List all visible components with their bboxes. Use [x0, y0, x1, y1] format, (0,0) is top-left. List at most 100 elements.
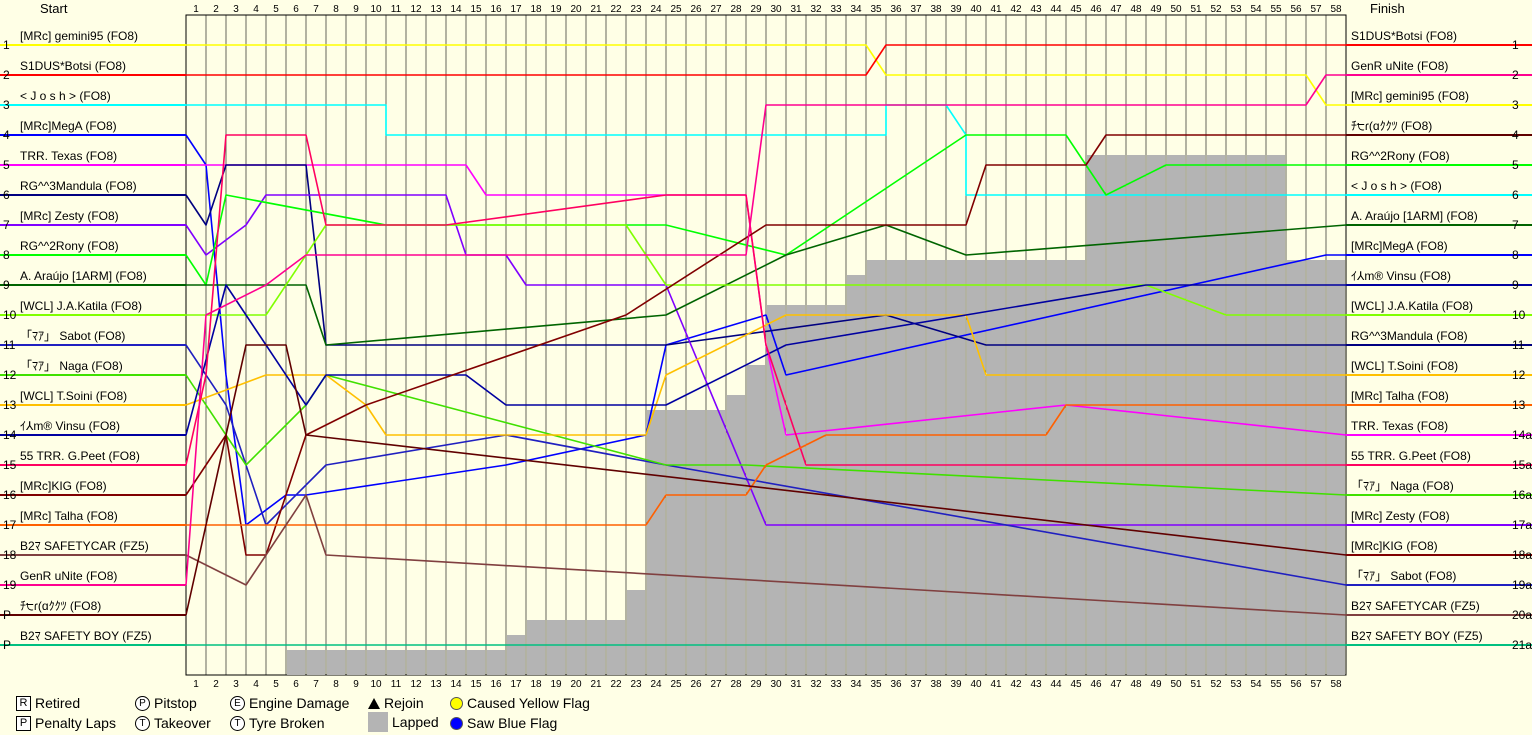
lap-number-top: 25	[670, 4, 682, 15]
start-position-number: 12	[3, 368, 17, 382]
lapped-bar	[607, 620, 625, 675]
start-driver-name: [MRc] Zesty (FO8)	[20, 209, 119, 223]
lapped-bar	[367, 650, 385, 675]
lapped-bar	[927, 260, 945, 675]
lapped-bar	[867, 260, 885, 675]
start-driver-name: A. Araújo [1ARM] (FO8)	[20, 269, 147, 283]
lapped-bar	[787, 305, 805, 675]
finish-driver-name: ﾁ੮ɾ(ɑｸｸﾂ (FO8)	[1351, 119, 1432, 133]
driver-position-line	[185, 314, 1346, 436]
start-position-number: P	[3, 638, 11, 652]
start-driver-name: S1DUS*Botsi (FO8)	[20, 59, 126, 73]
lap-number-top: 30	[770, 4, 782, 15]
start-driver-name: ﾁ੮ɾ(ɑｸｸﾂ (FO8)	[20, 599, 101, 613]
finish-position-number: 10	[1512, 308, 1526, 322]
lap-number-bottom: 38	[930, 679, 942, 690]
legend-blue-flag: Saw Blue Flag	[450, 715, 557, 731]
finish-position-number: 21a	[1512, 638, 1532, 652]
lap-number-top: 2	[213, 4, 219, 15]
finish-position-number: 15a	[1512, 458, 1532, 472]
lapped-bar	[507, 635, 525, 675]
legend-engine-damage-label: Engine Damage	[249, 695, 350, 711]
lap-number-top: 13	[430, 4, 442, 15]
start-position-number: P	[3, 608, 11, 622]
lapped-bar	[387, 650, 405, 675]
legend-takeover-label: Takeover	[154, 715, 211, 731]
legend-blue-flag-label: Saw Blue Flag	[467, 715, 558, 731]
lap-number-top: 37	[910, 4, 922, 15]
tyre-broken-symbol: T	[230, 715, 245, 731]
start-driver-name: RG^^2Rony (FO8)	[20, 239, 119, 253]
lap-number-bottom: 44	[1050, 679, 1062, 690]
lapped-bar	[667, 410, 685, 675]
driver-position-line	[186, 44, 1346, 106]
lapped-bar	[587, 620, 605, 675]
lapped-bar	[567, 620, 585, 675]
lap-number-top: 47	[1110, 4, 1122, 15]
lap-number-top: 57	[1310, 4, 1322, 15]
start-header: Start	[40, 1, 68, 16]
lapped-bar	[907, 260, 925, 675]
lap-number-top: 17	[510, 4, 522, 15]
lap-number-top: 15	[470, 4, 482, 15]
lap-number-top: 55	[1270, 4, 1282, 15]
finish-position-number: 20a	[1512, 608, 1532, 622]
lap-number-top: 44	[1050, 4, 1062, 15]
start-position-number: 10	[3, 308, 17, 322]
start-driver-name: GenR uNite (FO8)	[20, 569, 117, 583]
pitstop-symbol: P	[135, 695, 150, 711]
finish-driver-name: 「ﾏｱ」 Sabot (FO8)	[1351, 569, 1456, 583]
lapped-bar	[307, 650, 325, 675]
finish-driver-name: < J o s h > (FO8)	[1351, 179, 1442, 193]
lap-number-top: 23	[630, 4, 642, 15]
lap-number-top: 38	[930, 4, 942, 15]
finish-position-number: 19a	[1512, 578, 1532, 592]
lapped-bar	[1087, 155, 1105, 675]
lap-number-bottom: 42	[1010, 679, 1022, 690]
lap-number-bottom: 41	[990, 679, 1002, 690]
lap-number-top: 54	[1250, 4, 1262, 15]
lap-number-top: 8	[333, 4, 339, 15]
finish-position-number: 9	[1512, 278, 1519, 292]
lapped-bar	[687, 410, 705, 675]
finish-driver-name: [MRc]KIG (FO8)	[1351, 539, 1438, 553]
lap-number-top: 21	[590, 4, 602, 15]
driver-position-line	[185, 134, 1346, 556]
lap-number-top: 28	[730, 4, 742, 15]
start-driver-name: B2ﾏ SAFETYCAR (FZ5)	[20, 539, 149, 553]
driver-position-line	[185, 74, 1346, 586]
lap-number-bottom: 37	[910, 679, 922, 690]
lap-number-top: 5	[273, 4, 279, 15]
lapped-bar	[527, 620, 545, 675]
lapped-bar	[427, 650, 445, 675]
lap-number-top: 46	[1090, 4, 1102, 15]
lapped-bar	[447, 650, 465, 675]
start-position-number: 8	[3, 248, 10, 262]
lap-number-bottom: 31	[790, 679, 802, 690]
lap-number-top: 32	[810, 4, 822, 15]
lap-number-top: 27	[710, 4, 722, 15]
lap-number-top: 41	[990, 4, 1002, 15]
start-position-number: 3	[3, 98, 10, 112]
lap-number-bottom: 6	[293, 679, 299, 690]
lapped-bar	[547, 620, 565, 675]
finish-driver-name: B2ﾏ SAFETYCAR (FZ5)	[1351, 599, 1480, 613]
legend-pitstop: P Pitstop	[135, 695, 197, 711]
lap-number-bottom: 14	[450, 679, 462, 690]
start-position-number: 5	[3, 158, 10, 172]
takeover-symbol: T	[135, 715, 150, 731]
lapped-bar	[1327, 260, 1345, 675]
lapped-bar	[827, 305, 845, 675]
engine-damage-symbol: E	[230, 695, 245, 711]
lapped-bar	[1007, 260, 1025, 675]
legend-tyre-broken: T Tyre Broken	[230, 715, 324, 731]
finish-position-number: 8	[1512, 248, 1519, 262]
start-position-number: 17	[3, 518, 17, 532]
start-position-number: 6	[3, 188, 10, 202]
lap-number-bottom: 32	[810, 679, 822, 690]
lap-number-bottom: 49	[1150, 679, 1162, 690]
lap-number-top: 4	[253, 4, 259, 15]
start-position-number: 14	[3, 428, 17, 442]
lap-number-bottom: 27	[710, 679, 722, 690]
finish-position-number: 18a	[1512, 548, 1532, 562]
